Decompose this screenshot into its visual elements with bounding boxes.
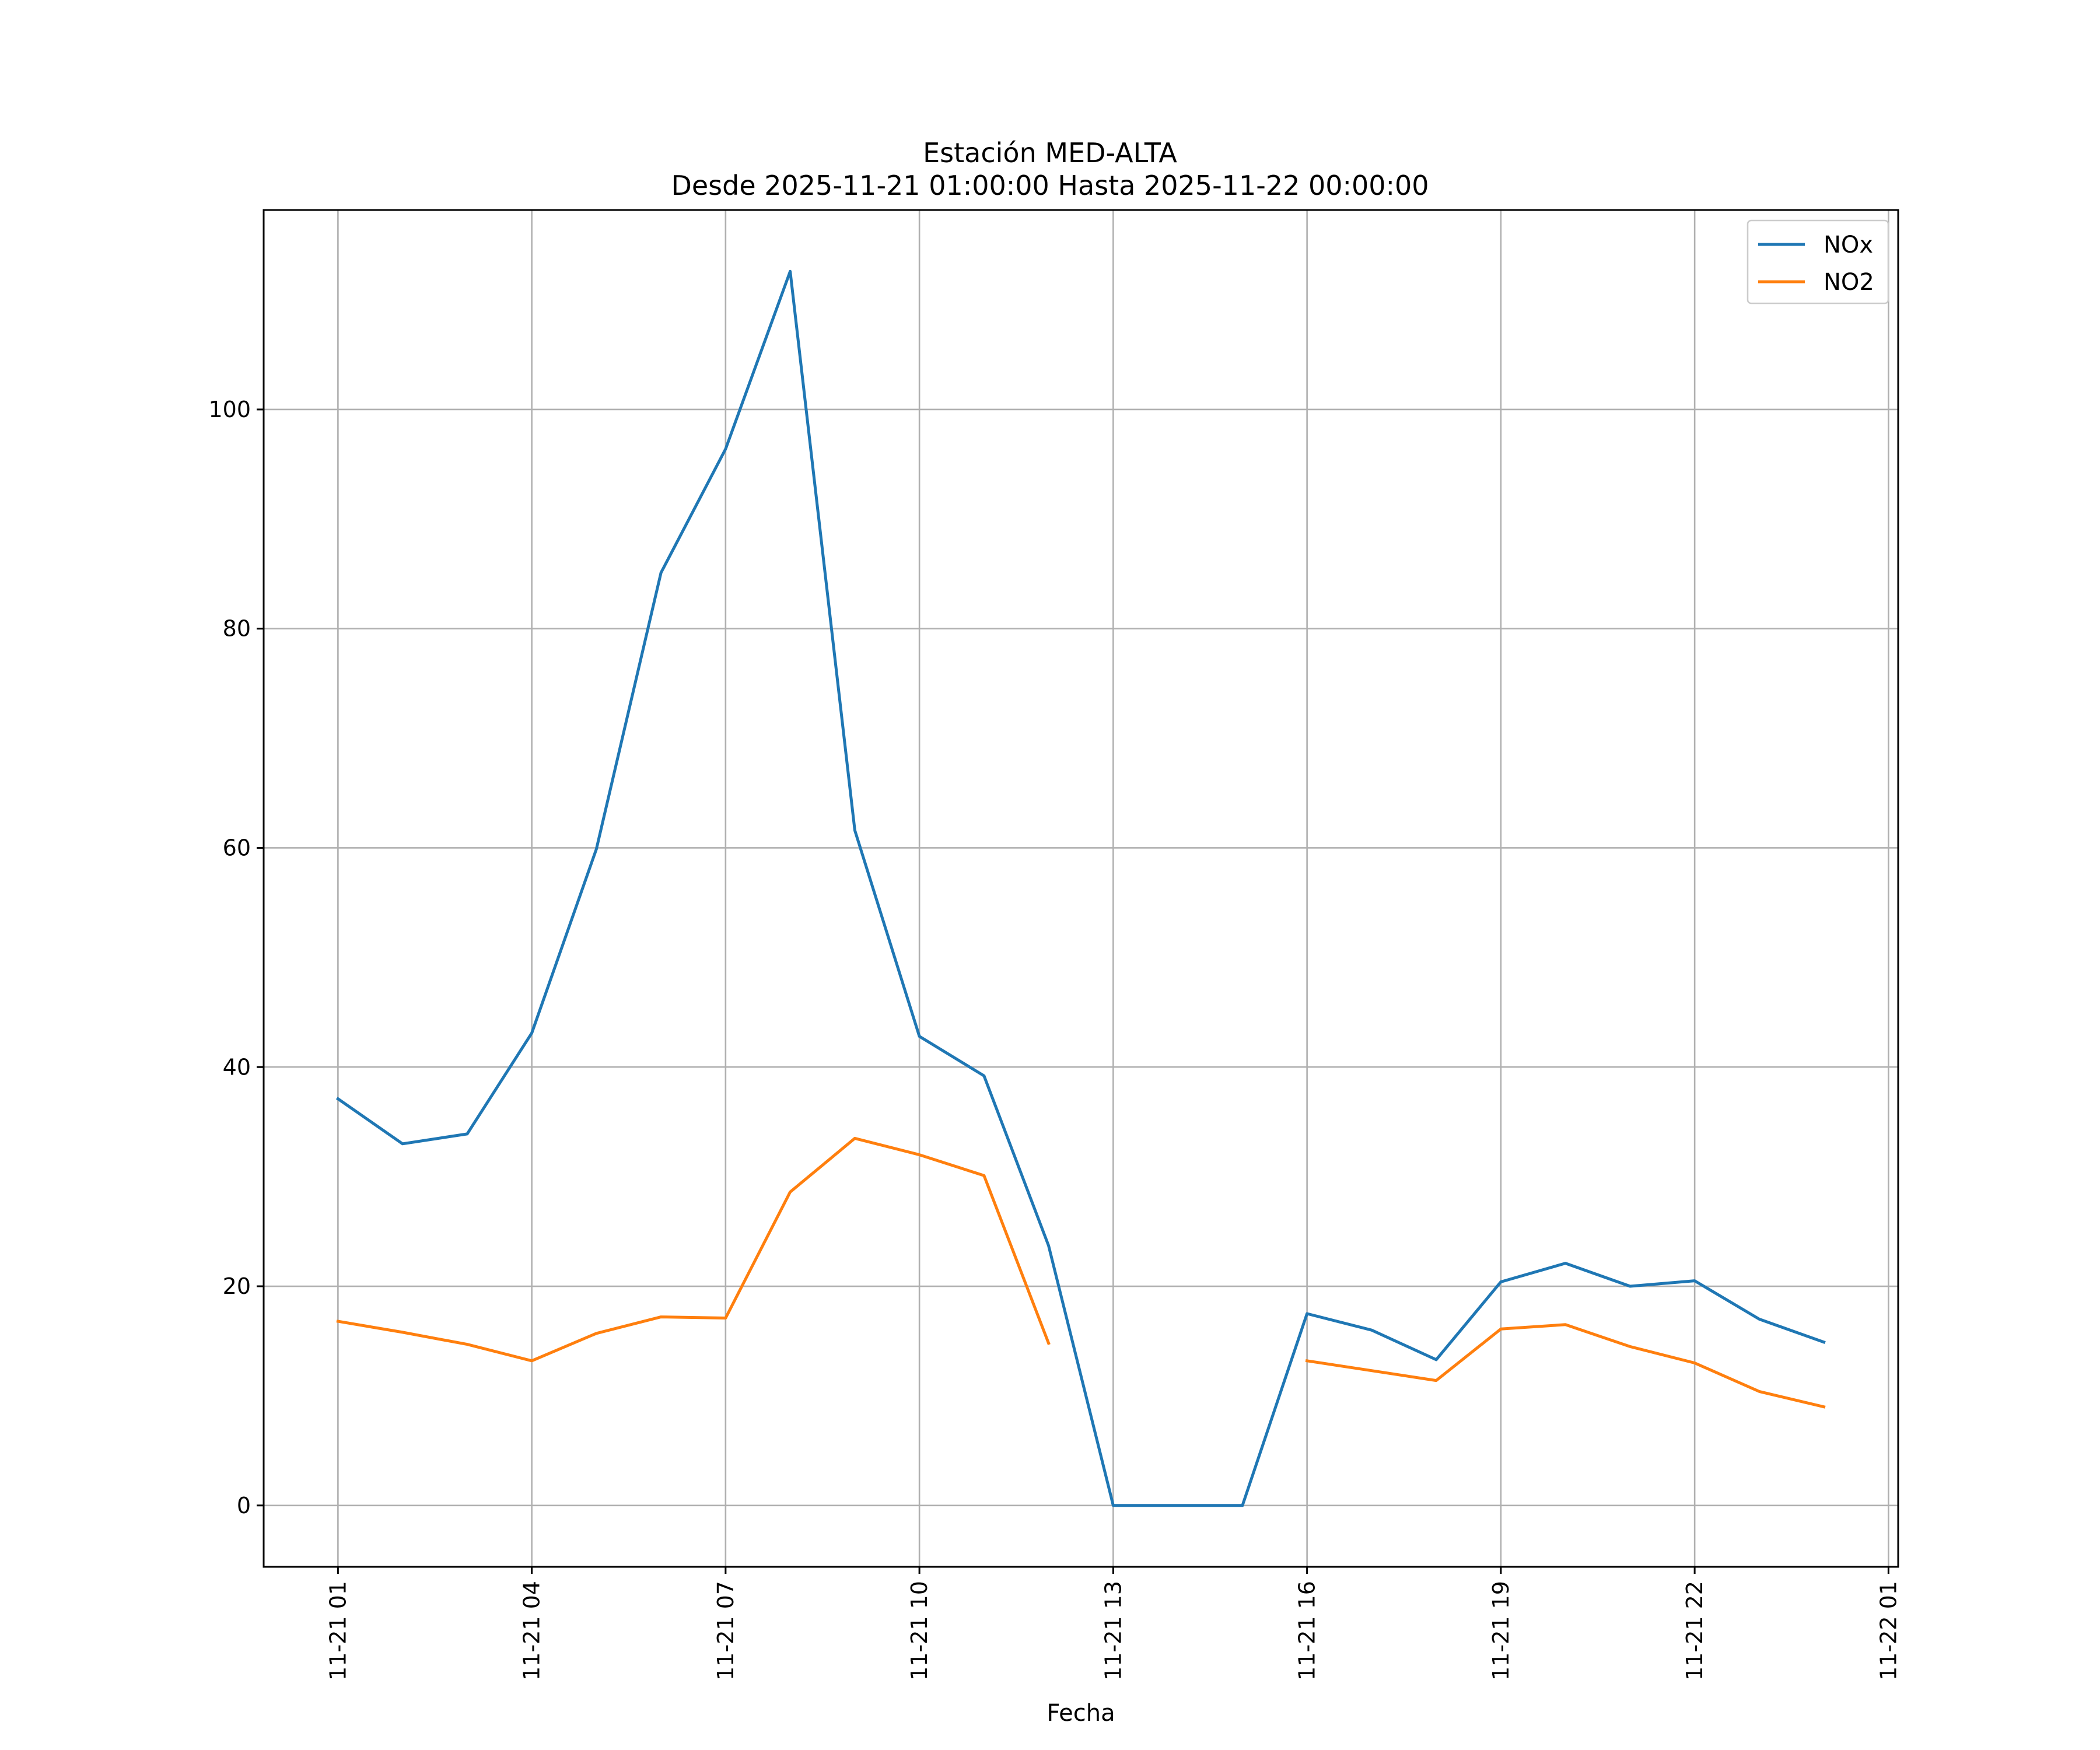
series-line-no2 (336, 1136, 1826, 1409)
x-tick-label: 11-21 19 (1488, 1581, 1514, 1681)
y-tick-label: 100 (208, 397, 251, 422)
plot-area (262, 209, 1899, 1568)
legend-label-nox: NOx (1824, 232, 1873, 258)
x-tick-label: 11-22 01 (1875, 1581, 1901, 1681)
y-tick-label: 0 (237, 1493, 251, 1518)
y-tick-label: 60 (223, 835, 251, 860)
plot-series (335, 270, 1826, 1507)
x-tick-label: 11-21 16 (1294, 1581, 1320, 1681)
x-tick-label: 11-21 10 (907, 1581, 932, 1681)
chart-title: Estación MED-ALTA (923, 137, 1177, 169)
x-axis-label: Fecha (1046, 1700, 1115, 1727)
legend-label-no2: NO2 (1824, 269, 1874, 296)
grid-lines (264, 210, 1898, 1567)
x-tick-label: 11-21 13 (1100, 1581, 1126, 1681)
x-tick-label: 11-21 07 (713, 1581, 738, 1681)
chart-subtitle: Desde 2025-11-21 01:00:00 Hasta 2025-11-… (671, 170, 1429, 201)
x-tick-label: 11-21 04 (519, 1581, 545, 1681)
y-tick-label: 40 (223, 1054, 251, 1080)
x-tick-label: 11-21 22 (1682, 1581, 1707, 1681)
series-line-nox (335, 270, 1826, 1507)
y-tick-label: 20 (223, 1273, 251, 1299)
axis-ticks: 0 20 40 60 80 100 11-21 01 11-21 04 11-21 07 11-2… (208, 397, 1901, 1681)
x-tick-label: 11-21 01 (325, 1581, 351, 1681)
legend: NOx NO2 (1746, 219, 1889, 304)
y-tick-label: 80 (223, 616, 251, 642)
